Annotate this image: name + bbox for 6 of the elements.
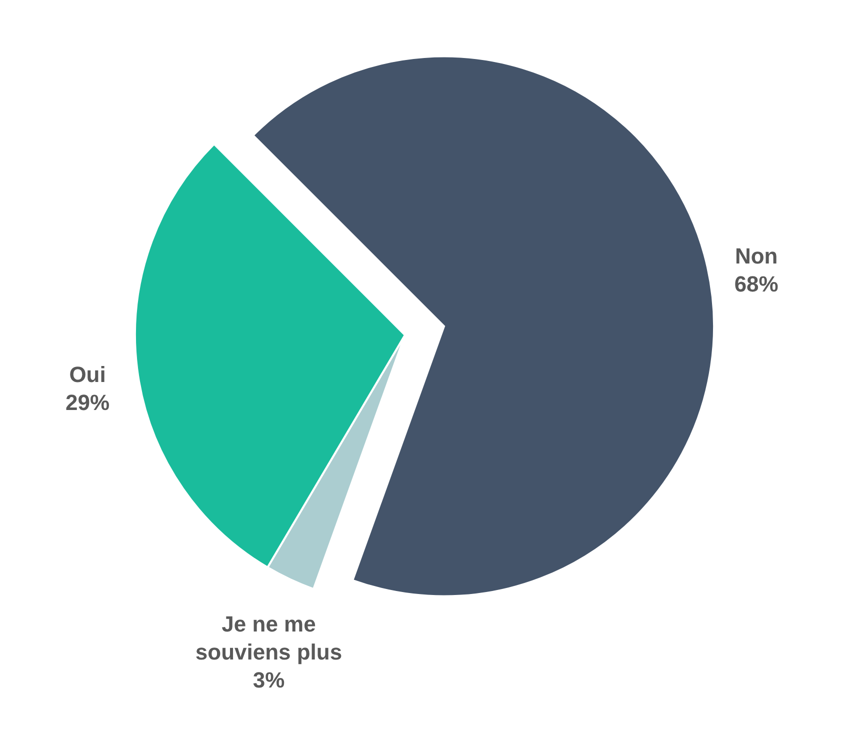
data-label: 3% [252,668,285,693]
slice-label: Je ne me souviens plus [195,612,342,665]
slice-label: Oui [69,362,106,388]
data-label: 29% [66,390,110,416]
data-label: 68% [734,271,778,296]
slice-label: Non [734,243,778,268]
